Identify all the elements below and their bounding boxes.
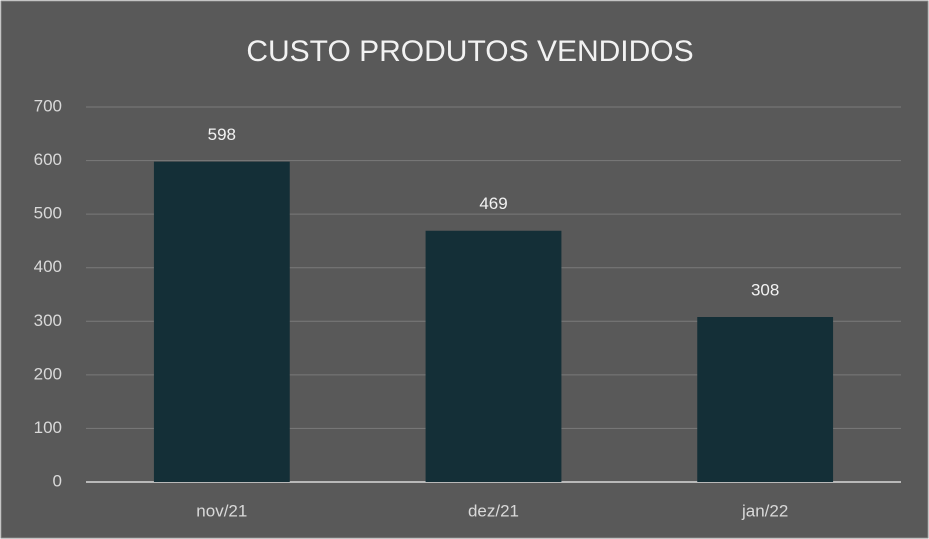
y-tick-label: 200: [34, 364, 62, 383]
data-label: 469: [479, 194, 507, 213]
bar: [153, 161, 290, 482]
y-tick-label: 600: [34, 150, 62, 169]
chart-title: CUSTO PRODUTOS VENDIDOS: [246, 35, 693, 68]
y-tick-label: 0: [53, 471, 62, 490]
bar: [697, 317, 834, 482]
x-tick-label: dez/21: [468, 501, 519, 520]
y-tick-label: 300: [34, 311, 62, 330]
data-label: 598: [208, 125, 236, 144]
data-label: 308: [751, 280, 779, 299]
x-tick-label: nov/21: [196, 501, 247, 520]
y-tick-label: 700: [34, 96, 62, 115]
bar: [425, 230, 562, 482]
y-tick-label: 400: [34, 257, 62, 276]
x-tick-label: jan/22: [741, 501, 788, 520]
y-tick-label: 500: [34, 204, 62, 223]
y-tick-label: 100: [34, 418, 62, 437]
